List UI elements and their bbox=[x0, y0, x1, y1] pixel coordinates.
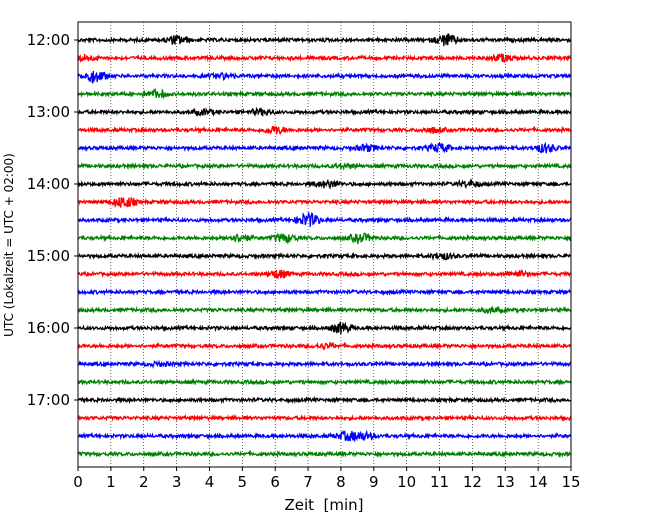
trace-line bbox=[77, 161, 572, 171]
x-tick-label: 2 bbox=[139, 473, 149, 491]
y-tick-label: 15:00 bbox=[27, 247, 70, 265]
trace-line bbox=[77, 33, 572, 47]
y-tick-label: 12:00 bbox=[27, 31, 70, 49]
trace-line bbox=[77, 232, 572, 246]
trace-line bbox=[77, 106, 572, 118]
trace-line bbox=[77, 413, 572, 422]
trace-line bbox=[77, 141, 572, 154]
x-tick-label: 15 bbox=[561, 473, 580, 491]
trace-line bbox=[77, 377, 572, 387]
y-tick-label: 14:00 bbox=[27, 175, 70, 193]
trace-line bbox=[77, 212, 572, 227]
x-tick-label: 5 bbox=[238, 473, 248, 491]
x-tick-label: 6 bbox=[270, 473, 280, 491]
y-tick-label: 16:00 bbox=[27, 319, 70, 337]
x-tick-label: 3 bbox=[172, 473, 182, 491]
trace-line bbox=[77, 53, 572, 63]
trace-line bbox=[77, 305, 572, 315]
grid-lines bbox=[110, 22, 539, 467]
x-tick-label: 10 bbox=[397, 473, 416, 491]
x-tick-label: 13 bbox=[496, 473, 515, 491]
trace-line bbox=[77, 341, 572, 351]
trace-line bbox=[77, 177, 572, 190]
trace-line bbox=[77, 87, 572, 99]
x-tick-label: 9 bbox=[369, 473, 379, 491]
trace-line bbox=[77, 197, 572, 209]
trace-line bbox=[77, 125, 572, 136]
trace-line bbox=[77, 251, 572, 262]
x-tick-label: 4 bbox=[205, 473, 215, 491]
y-tick-label: 13:00 bbox=[27, 103, 70, 121]
seismogram-traces bbox=[77, 33, 572, 459]
y-axis-label: UTC (Lokalzeit = UTC + 02:00) bbox=[2, 153, 16, 337]
x-tick-label: 11 bbox=[430, 473, 449, 491]
trace-line bbox=[77, 395, 572, 405]
x-tick-label: 14 bbox=[529, 473, 548, 491]
trace-line bbox=[77, 449, 572, 459]
x-tick-label: 8 bbox=[336, 473, 346, 491]
x-tick-label: 7 bbox=[303, 473, 313, 491]
trace-line bbox=[77, 429, 572, 443]
x-axis-label: Zeit [min] bbox=[284, 496, 363, 514]
x-axis-ticks: 0 1 2 3 4 5 6 7 8 9 10 11 12 13 14 15 bbox=[73, 467, 581, 491]
x-tick-label: 1 bbox=[106, 473, 116, 491]
trace-line bbox=[77, 269, 572, 280]
y-tick-label: 17:00 bbox=[27, 391, 70, 409]
trace-line bbox=[77, 287, 572, 297]
y-axis-ticks: 12:00 13:00 14:00 15:00 16:00 17:00 bbox=[27, 31, 78, 409]
plot-frame bbox=[77, 21, 572, 468]
trace-line bbox=[77, 70, 572, 84]
x-tick-label: 0 bbox=[73, 473, 83, 491]
x-tick-label: 12 bbox=[463, 473, 482, 491]
trace-line bbox=[77, 321, 572, 335]
trace-line bbox=[77, 359, 572, 370]
